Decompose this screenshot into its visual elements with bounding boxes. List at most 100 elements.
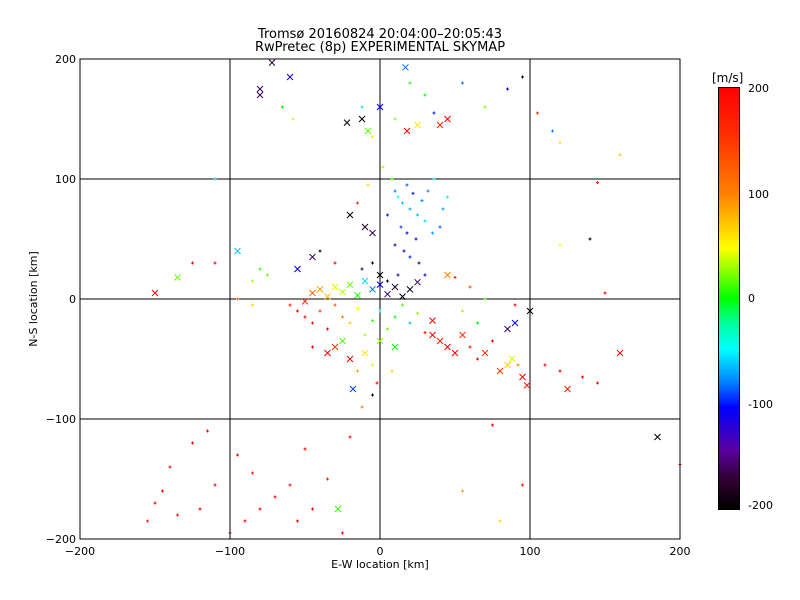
- data-point-plus: [491, 423, 494, 427]
- y-tick-label: −200: [46, 533, 76, 546]
- data-point-plus: [558, 141, 562, 145]
- y-tick-label: 100: [55, 173, 76, 186]
- data-point-plus: [243, 519, 247, 523]
- data-point-x: [481, 349, 489, 357]
- data-point-plus: [423, 331, 427, 335]
- data-point-x: [376, 103, 384, 111]
- data-point-x: [256, 85, 264, 93]
- y-axis-label: N-S location [km]: [27, 251, 40, 347]
- data-point-plus: [441, 207, 445, 211]
- data-point-plus: [461, 309, 464, 313]
- axis-ticks: −200 −100 0 100 200 −200 −100 0 100 200: [46, 53, 691, 558]
- data-point-x: [361, 223, 369, 231]
- data-point-plus: [198, 507, 202, 511]
- data-point-plus: [333, 261, 337, 265]
- data-point-x: [406, 286, 414, 293]
- data-point-plus: [432, 177, 436, 181]
- data-point-x: [316, 286, 324, 293]
- data-point-x: [444, 115, 451, 123]
- data-point-plus: [408, 207, 412, 211]
- colorbar-unit: [m/s]: [712, 71, 744, 85]
- data-point-x: [444, 343, 451, 351]
- data-point-plus: [146, 519, 149, 523]
- data-point-x: [511, 319, 519, 327]
- data-point-x: [346, 211, 354, 219]
- chart-subtitle: RwPretec (8p) EXPERIMENTAL SKYMAP: [254, 40, 506, 55]
- data-point-x: [361, 277, 369, 285]
- data-point-plus: [356, 369, 359, 373]
- data-point-plus: [498, 519, 502, 523]
- data-point-x: [294, 265, 301, 273]
- data-point-plus: [213, 261, 217, 265]
- data-point-x: [324, 293, 331, 300]
- data-point-plus: [236, 453, 239, 457]
- x-tick-label: −100: [215, 545, 245, 558]
- data-point-plus: [558, 243, 562, 247]
- data-point-plus: [588, 237, 592, 241]
- colorbar-tick-m100: -100: [748, 398, 773, 411]
- data-point-plus: [371, 135, 374, 139]
- data-points: [146, 59, 682, 535]
- data-point-plus: [318, 249, 322, 253]
- data-point-x: [414, 121, 421, 129]
- data-point-plus: [341, 315, 344, 319]
- data-point-plus: [281, 105, 284, 109]
- data-point-x: [654, 433, 661, 441]
- data-point-x: [526, 307, 534, 315]
- data-point-x: [519, 373, 526, 381]
- data-point-x: [402, 64, 409, 71]
- data-point-x: [343, 119, 351, 126]
- data-point-plus: [258, 507, 262, 511]
- data-point-plus: [426, 189, 430, 193]
- data-point-plus: [318, 309, 322, 313]
- data-point-x: [234, 247, 241, 255]
- data-point-plus: [417, 261, 421, 265]
- data-point-x: [334, 505, 342, 513]
- data-point-x: [268, 59, 276, 66]
- data-point-plus: [360, 405, 364, 409]
- data-point-plus: [483, 105, 487, 109]
- data-point-plus: [461, 81, 464, 85]
- data-point-plus: [558, 369, 562, 373]
- data-point-x: [616, 349, 624, 357]
- data-point-plus: [371, 393, 374, 397]
- data-point-plus: [596, 181, 599, 185]
- data-point-plus: [360, 267, 364, 271]
- data-point-x: [339, 288, 346, 296]
- data-point-plus: [423, 273, 427, 277]
- colorbar-tick-m200: -200: [748, 499, 773, 512]
- data-point-plus: [411, 191, 415, 195]
- y-tick-label: 200: [55, 53, 76, 66]
- x-tick-label: 100: [520, 545, 541, 558]
- data-point-plus: [438, 225, 442, 229]
- data-point-plus: [168, 465, 172, 469]
- data-point-x: [429, 317, 436, 324]
- data-point-plus: [311, 321, 314, 325]
- data-point-plus: [393, 315, 397, 319]
- data-point-x: [369, 229, 376, 237]
- data-point-x: [376, 281, 384, 288]
- colorbar-tick-0: 0: [748, 292, 755, 305]
- data-point-x: [414, 278, 421, 286]
- data-point-plus: [420, 199, 424, 203]
- data-point-x: [504, 361, 511, 369]
- data-point-plus: [468, 345, 472, 349]
- data-point-x: [391, 283, 399, 291]
- data-point-plus: [273, 495, 277, 499]
- data-point-plus: [521, 75, 524, 79]
- data-point-x: [451, 349, 459, 357]
- data-point-plus: [431, 231, 434, 235]
- data-point-plus: [432, 111, 436, 115]
- data-point-x: [564, 385, 571, 393]
- data-point-x: [436, 121, 444, 129]
- data-point-plus: [521, 483, 524, 487]
- data-point-plus: [453, 275, 457, 279]
- data-point-plus: [399, 225, 403, 229]
- data-point-x: [523, 382, 531, 389]
- data-point-plus: [356, 307, 359, 311]
- data-point-plus: [476, 357, 479, 361]
- data-point-x: [361, 349, 369, 357]
- data-point-plus: [491, 339, 494, 343]
- data-point-plus: [446, 195, 449, 199]
- data-point-plus: [603, 291, 607, 295]
